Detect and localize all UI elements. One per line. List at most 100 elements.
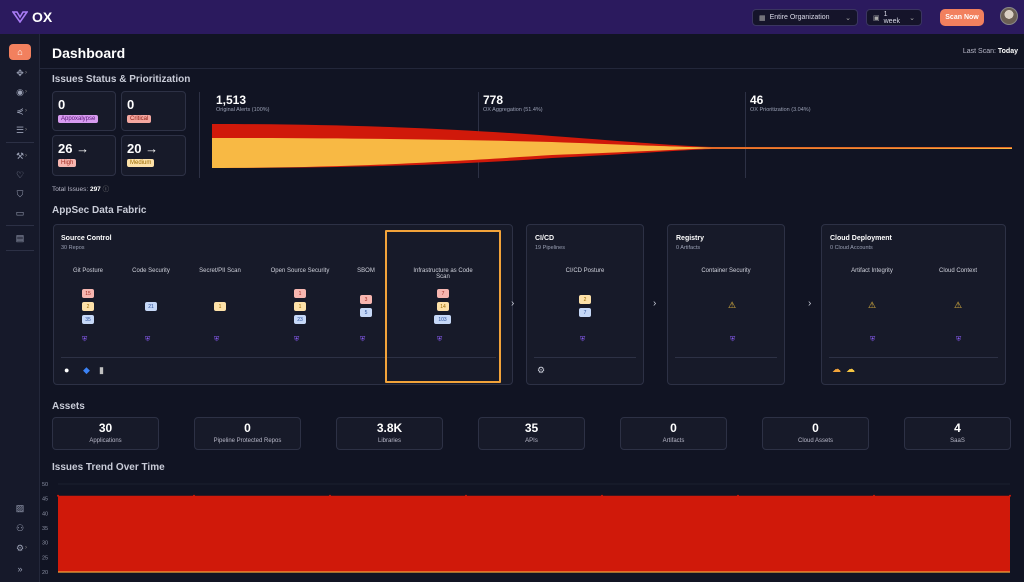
scanner-shield-icon[interactable]: ⛨	[214, 336, 220, 343]
issue-chip-low[interactable]: 5	[360, 308, 372, 317]
column-git-posture[interactable]: Git Posture	[72, 268, 103, 274]
user-avatar[interactable]	[1000, 7, 1018, 25]
total-issues: Total Issues: 297 ⓘ	[52, 183, 109, 193]
issue-chip-high[interactable]: 7	[437, 289, 449, 298]
cloud-deployment-card[interactable]	[821, 224, 1006, 385]
tools-icon[interactable]: ⚒ ›	[15, 150, 27, 161]
asset-value: 0	[812, 421, 819, 435]
asset-card-artifacts[interactable]: 0 Artifacts	[620, 417, 727, 450]
column-cloud-context[interactable]: Cloud Context	[938, 268, 978, 274]
scanner-shield-icon[interactable]: ⛨	[145, 336, 151, 343]
column-artifact-integrity[interactable]: Artifact Integrity	[851, 268, 893, 274]
trend-point[interactable]	[329, 494, 331, 497]
asset-card-cloud-assets[interactable]: 0 Cloud Assets	[762, 417, 869, 450]
trend-point[interactable]	[57, 494, 59, 497]
asset-card-saas[interactable]: 4 SaaS	[904, 417, 1011, 450]
scanner-shield-icon[interactable]: ⛨	[956, 336, 962, 343]
severity-card-high[interactable]: 26 → High	[52, 135, 116, 176]
trend-point[interactable]	[193, 494, 195, 497]
chevron-right-icon[interactable]: ›	[653, 298, 657, 309]
asset-label: Artifacts	[662, 438, 685, 444]
column-iac-scan[interactable]: Infrastructure as Code Scan	[413, 268, 473, 280]
aws-icon[interactable]: ☁	[832, 364, 841, 374]
issue-chip-low[interactable]: 103	[434, 315, 451, 324]
scanner-shield-icon[interactable]: ⛨	[580, 336, 586, 343]
trend-point[interactable]	[737, 494, 739, 497]
gcp-icon[interactable]: ☁	[846, 364, 855, 374]
warning-icon[interactable]: ⚠	[868, 300, 877, 310]
severity-card-medium[interactable]: 20 → Medium	[121, 135, 186, 176]
y-tick-label: 45	[42, 497, 48, 503]
scanner-shield-icon[interactable]: ⛨	[437, 336, 443, 343]
iac-scan-highlight	[385, 230, 501, 383]
lightning-icon[interactable]: ◉ ›	[16, 86, 27, 97]
trend-point[interactable]	[601, 494, 603, 497]
source-control-card[interactable]	[53, 224, 513, 385]
sidebar-divider	[6, 225, 34, 226]
issue-chip-medium[interactable]: 2	[579, 295, 591, 304]
organization-select[interactable]: ▦ Entire Organization ⌄	[752, 9, 858, 26]
severity-count: 0	[58, 97, 66, 112]
document-icon[interactable]: ▤	[15, 232, 25, 243]
issue-chip-medium[interactable]: 2	[82, 302, 94, 311]
asset-card-applications[interactable]: 30 Applications	[52, 417, 159, 450]
severity-card-appoxalypse[interactable]: 0 Appoxalypse	[52, 91, 116, 131]
scanner-shield-icon[interactable]: ⛨	[82, 336, 88, 343]
ox-logo[interactable]: OX	[12, 9, 52, 25]
issue-chip-low[interactable]: 35	[82, 315, 94, 324]
scanner-shield-icon[interactable]: ⛨	[730, 336, 736, 343]
heart-icon[interactable]: ♡	[15, 169, 25, 180]
expand-icon[interactable]: »	[17, 564, 23, 574]
trend-chart-svg: 50 45 40 35 30 25 20	[42, 482, 1011, 576]
issue-chip-low[interactable]: 21	[145, 302, 157, 311]
issue-chip-medium[interactable]: 1	[294, 302, 306, 311]
scan-now-button[interactable]: Scan Now	[940, 9, 984, 26]
issue-chip-high[interactable]: 1	[294, 289, 306, 298]
cicd-card[interactable]	[526, 224, 644, 385]
scanner-shield-icon[interactable]: ⛨	[870, 336, 876, 343]
trend-point[interactable]	[1009, 494, 1011, 497]
scanner-shield-icon[interactable]: ⛨	[294, 336, 300, 343]
issue-chip-medium[interactable]: 1	[214, 302, 226, 311]
list-icon[interactable]: ☰ ›	[15, 124, 27, 135]
severity-card-critical[interactable]: 0 Critical	[121, 91, 186, 131]
scanner-shield-icon[interactable]: ⛨	[360, 336, 366, 343]
issue-chip-low[interactable]: 23	[294, 315, 306, 324]
warning-icon[interactable]: ⚠	[728, 300, 737, 310]
chevron-right-icon[interactable]: ›	[808, 298, 812, 309]
registry-card[interactable]	[667, 224, 785, 385]
severity-count-value: 26	[58, 141, 73, 156]
column-sbom[interactable]: SBOM	[357, 268, 375, 274]
box-icon[interactable]: ▭	[15, 207, 25, 218]
jenkins-icon[interactable]: ⚙	[537, 365, 546, 375]
asset-card-libraries[interactable]: 3.8K Libraries	[336, 417, 443, 450]
column-secret-pii-scan[interactable]: Secret/PII Scan	[199, 268, 241, 274]
column-code-security[interactable]: Code Security	[132, 268, 170, 274]
trend-point[interactable]	[465, 494, 467, 497]
issue-chip-high[interactable]: 15	[82, 289, 94, 298]
asset-card-pipeline-protected-repos[interactable]: 0 Pipeline Protected Repos	[194, 417, 301, 450]
issue-chip-high[interactable]: 3	[360, 295, 372, 304]
report-icon[interactable]: ▨	[15, 502, 25, 513]
trend-point[interactable]	[873, 494, 875, 497]
settings-icon[interactable]: ⚙ ›	[15, 542, 27, 553]
y-tick-label: 25	[42, 555, 48, 561]
y-tick-label: 35	[42, 526, 48, 532]
git-icon[interactable]: ✥ ›	[16, 67, 27, 78]
home-icon[interactable]: ⌂	[9, 44, 31, 60]
column-cicd-posture[interactable]: CI/CD Posture	[565, 268, 605, 274]
issue-chip-medium[interactable]: 14	[437, 302, 449, 311]
bitbucket-icon[interactable]: ▮	[99, 365, 104, 375]
asset-card-apis[interactable]: 35 APIs	[478, 417, 585, 450]
issue-chip-low[interactable]: 7	[579, 308, 591, 317]
users-icon[interactable]: ⚇	[15, 522, 25, 533]
shield-icon[interactable]: ⛉	[16, 188, 24, 199]
time-range-select[interactable]: ▣ 1 week ⌄	[866, 9, 922, 26]
column-open-source-security[interactable]: Open Source Security	[270, 268, 330, 274]
column-container-security[interactable]: Container Security	[701, 268, 751, 274]
github-icon[interactable]: ●	[64, 365, 70, 375]
chevron-right-icon[interactable]: ›	[511, 298, 515, 309]
pipeline-icon[interactable]: ⋞ ›	[16, 105, 27, 116]
warning-icon[interactable]: ⚠	[954, 300, 963, 310]
azure-icon[interactable]: ◆	[83, 365, 90, 375]
